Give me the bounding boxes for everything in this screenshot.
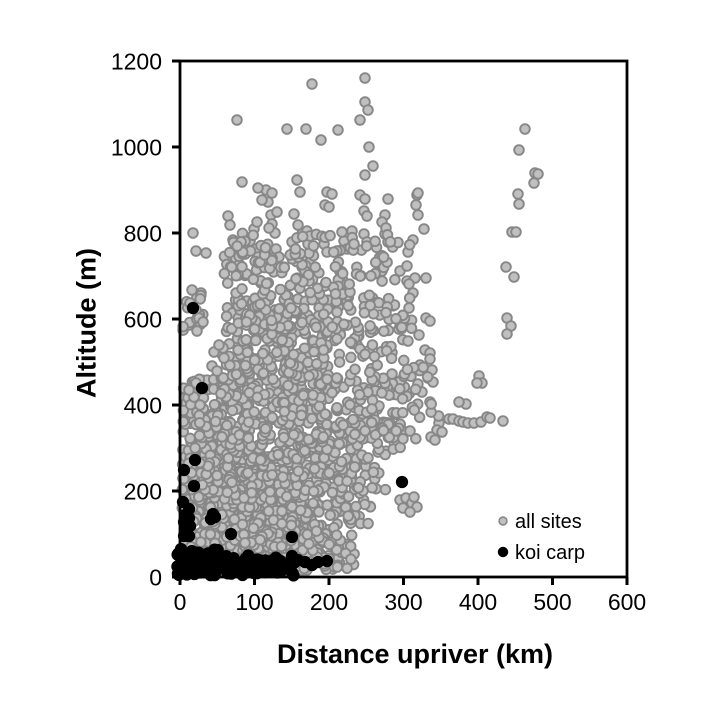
svg-text:200: 200 xyxy=(124,478,162,504)
svg-text:600: 600 xyxy=(124,306,162,332)
svg-text:600: 600 xyxy=(608,589,646,615)
svg-text:1000: 1000 xyxy=(111,134,162,160)
svg-text:500: 500 xyxy=(533,589,571,615)
svg-text:400: 400 xyxy=(124,392,162,418)
svg-text:0: 0 xyxy=(149,564,162,590)
svg-text:400: 400 xyxy=(459,589,497,615)
svg-text:300: 300 xyxy=(384,589,422,615)
svg-text:200: 200 xyxy=(310,589,348,615)
svg-text:800: 800 xyxy=(124,220,162,246)
svg-text:all sites: all sites xyxy=(515,511,582,533)
svg-text:1200: 1200 xyxy=(111,48,162,74)
svg-text:koi carp: koi carp xyxy=(515,542,585,564)
svg-text:Altitude (m): Altitude (m) xyxy=(72,248,102,398)
svg-text:0: 0 xyxy=(174,589,187,615)
svg-text:Distance upriver (km): Distance upriver (km) xyxy=(277,639,553,669)
svg-text:100: 100 xyxy=(235,589,273,615)
